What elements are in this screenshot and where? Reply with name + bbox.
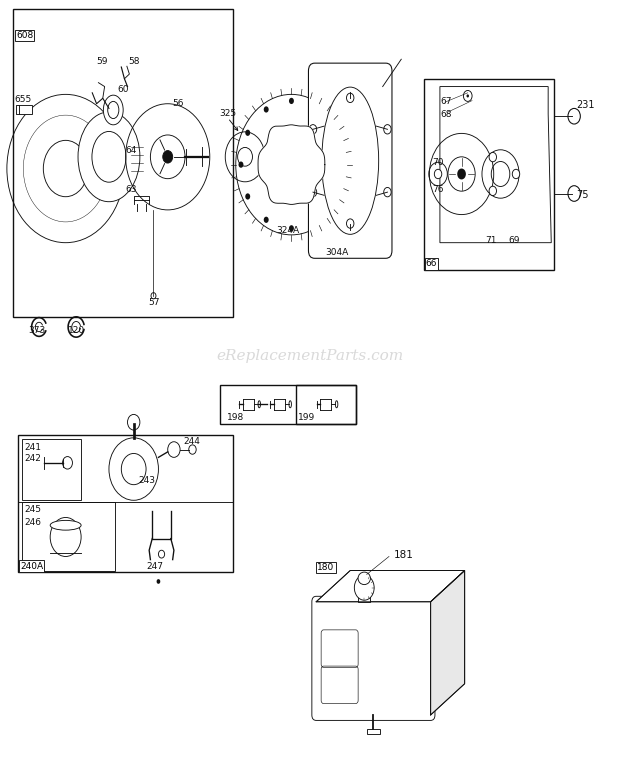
Circle shape	[157, 579, 161, 584]
Polygon shape	[431, 571, 464, 715]
Circle shape	[264, 217, 268, 223]
Text: 120: 120	[68, 326, 84, 335]
Ellipse shape	[50, 520, 81, 530]
Circle shape	[355, 576, 374, 601]
Circle shape	[289, 225, 294, 231]
Bar	[296, 385, 356, 424]
Bar	[425, 79, 554, 270]
Circle shape	[512, 170, 520, 178]
Bar	[22, 502, 115, 571]
Text: 608: 608	[16, 30, 33, 40]
Circle shape	[246, 193, 250, 199]
Text: 180: 180	[317, 563, 335, 572]
Text: 71: 71	[485, 236, 497, 245]
Circle shape	[384, 188, 391, 197]
Circle shape	[163, 151, 172, 163]
Ellipse shape	[289, 400, 291, 407]
Circle shape	[314, 217, 319, 223]
Bar	[22, 439, 81, 500]
Text: 241: 241	[24, 443, 41, 452]
Circle shape	[159, 551, 165, 558]
Circle shape	[489, 152, 497, 162]
Text: 243: 243	[139, 475, 156, 485]
Bar	[367, 729, 379, 734]
Text: 181: 181	[394, 551, 414, 561]
Text: 242: 242	[24, 454, 41, 463]
Text: 373: 373	[29, 326, 46, 335]
Bar	[18, 436, 232, 572]
Ellipse shape	[78, 112, 140, 202]
Text: 247: 247	[146, 561, 163, 571]
Ellipse shape	[358, 572, 370, 585]
Text: 69: 69	[508, 236, 520, 245]
Text: 64: 64	[126, 146, 137, 156]
Text: 58: 58	[129, 57, 140, 66]
FancyBboxPatch shape	[312, 597, 435, 720]
Circle shape	[489, 186, 497, 196]
Polygon shape	[316, 571, 464, 602]
Text: 245: 245	[24, 505, 41, 515]
Circle shape	[435, 170, 442, 178]
Circle shape	[314, 106, 319, 113]
Circle shape	[384, 124, 391, 134]
Circle shape	[50, 518, 81, 557]
Text: 240A: 240A	[20, 561, 43, 571]
Bar	[220, 385, 356, 424]
Text: 57: 57	[148, 298, 159, 307]
Text: 56: 56	[172, 99, 184, 108]
Text: 68: 68	[440, 110, 451, 120]
Circle shape	[347, 219, 354, 228]
Polygon shape	[440, 87, 551, 242]
Text: 304A: 304A	[326, 248, 348, 256]
Circle shape	[463, 91, 472, 102]
Circle shape	[246, 130, 250, 136]
Circle shape	[339, 162, 344, 168]
Bar	[19, 105, 32, 114]
Circle shape	[466, 95, 469, 98]
Text: 198: 198	[226, 413, 244, 422]
Circle shape	[309, 124, 317, 134]
Text: 75: 75	[576, 190, 588, 199]
Polygon shape	[258, 125, 325, 204]
Circle shape	[239, 162, 244, 168]
Circle shape	[128, 414, 140, 430]
Text: 66: 66	[426, 260, 437, 268]
Circle shape	[457, 169, 466, 179]
Text: 655: 655	[14, 95, 32, 104]
Text: 199: 199	[298, 413, 316, 422]
Ellipse shape	[104, 95, 123, 125]
Text: 76: 76	[432, 185, 443, 194]
Ellipse shape	[335, 400, 338, 407]
Text: eReplacementParts.com: eReplacementParts.com	[216, 349, 404, 363]
Circle shape	[188, 445, 196, 454]
Text: 324A: 324A	[276, 226, 299, 235]
Bar	[13, 9, 232, 317]
Circle shape	[264, 106, 268, 113]
Circle shape	[309, 188, 317, 197]
Text: 67: 67	[440, 97, 451, 106]
Circle shape	[168, 442, 180, 457]
Bar	[358, 593, 370, 602]
Text: 63: 63	[126, 185, 137, 194]
Text: 59: 59	[97, 57, 108, 66]
Circle shape	[151, 292, 156, 299]
Text: 70: 70	[432, 158, 443, 167]
Circle shape	[63, 457, 73, 469]
Text: 231: 231	[576, 100, 595, 110]
FancyBboxPatch shape	[309, 63, 392, 258]
Text: 244: 244	[183, 436, 200, 446]
Text: 60: 60	[117, 85, 128, 95]
Circle shape	[333, 193, 338, 199]
Circle shape	[347, 93, 354, 102]
Text: 325: 325	[219, 109, 236, 118]
Circle shape	[333, 130, 338, 136]
Ellipse shape	[258, 400, 260, 407]
Text: 246: 246	[24, 518, 41, 527]
Circle shape	[289, 98, 294, 104]
